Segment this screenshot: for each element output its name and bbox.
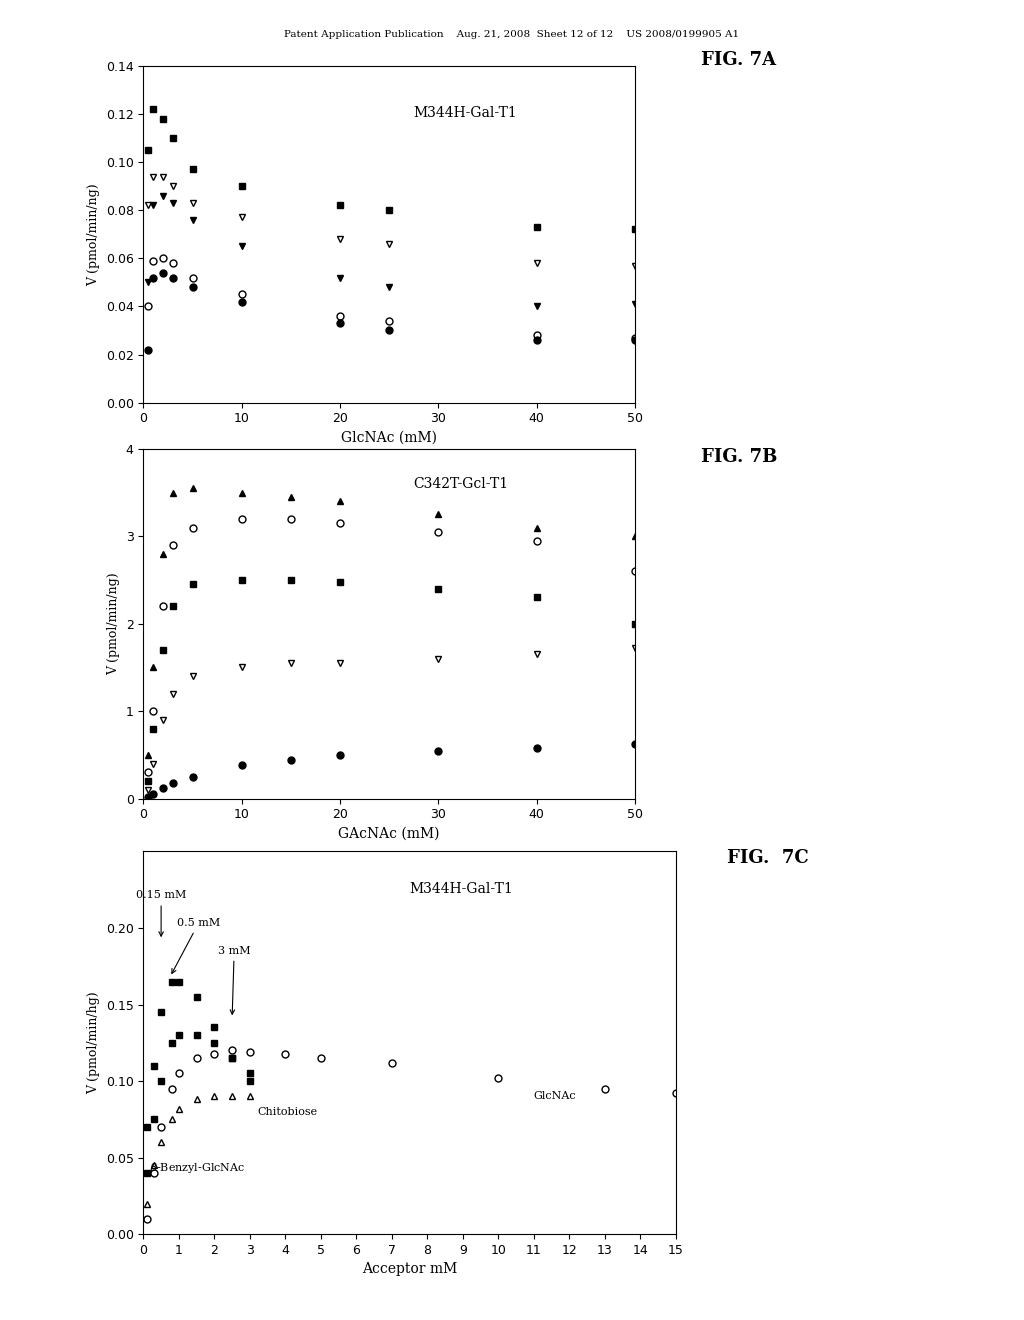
X-axis label: GAcNAc (mM): GAcNAc (mM) <box>338 826 440 841</box>
Text: FIG.  7C: FIG. 7C <box>727 849 809 867</box>
Text: FIG. 7B: FIG. 7B <box>701 447 778 466</box>
Y-axis label: V (pmol/min/ng): V (pmol/min/ng) <box>108 573 120 675</box>
Text: 0.15 mM: 0.15 mM <box>136 891 186 936</box>
X-axis label: Acceptor mM: Acceptor mM <box>361 1262 458 1276</box>
Text: Chitobiose: Chitobiose <box>257 1106 317 1117</box>
Text: M344H-Gal-T1: M344H-Gal-T1 <box>414 107 517 120</box>
Text: $\beta$-Benzyl-GlcNAc: $\beta$-Benzyl-GlcNAc <box>148 1162 245 1175</box>
Y-axis label: V (pmol/min/ng): V (pmol/min/ng) <box>87 183 100 285</box>
Text: GlcNAc: GlcNAc <box>534 1092 577 1101</box>
Text: C342T-Gcl-T1: C342T-Gcl-T1 <box>414 477 509 491</box>
Y-axis label: V (pmol/min/hg): V (pmol/min/hg) <box>87 991 100 1094</box>
Text: Patent Application Publication    Aug. 21, 2008  Sheet 12 of 12    US 2008/01999: Patent Application Publication Aug. 21, … <box>285 30 739 40</box>
X-axis label: GlcNAc (mM): GlcNAc (mM) <box>341 430 437 445</box>
Text: FIG. 7A: FIG. 7A <box>701 50 776 69</box>
Text: 0.5 mM: 0.5 mM <box>172 917 220 973</box>
Text: M344H-Gal-T1: M344H-Gal-T1 <box>410 882 513 896</box>
Text: 3 mM: 3 mM <box>218 945 251 1014</box>
